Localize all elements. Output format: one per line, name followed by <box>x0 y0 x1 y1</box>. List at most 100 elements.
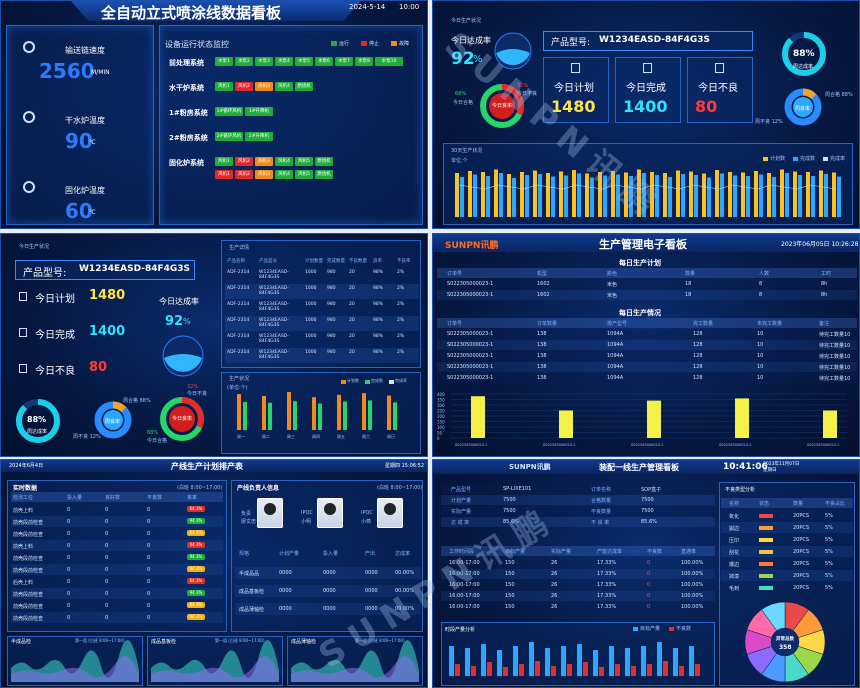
table-cell: 980 <box>327 334 336 339</box>
bar-plan <box>637 169 641 217</box>
device-status-chip[interactable]: 水泵2 <box>235 57 253 66</box>
table-header: 数量 <box>685 271 696 277</box>
defect-name: 压印 <box>729 538 740 544</box>
device-status-chip[interactable]: 风机2 <box>235 170 253 179</box>
device-status-chip[interactable]: 水泵8 <box>355 57 373 66</box>
device-status-chip[interactable]: 风机1 <box>215 157 233 166</box>
kpi-value: 1480 <box>551 97 596 116</box>
device-status-chip[interactable]: 燃烧机 <box>315 157 333 166</box>
table-cell: S022305000023-1 <box>447 292 494 298</box>
device-status-chip[interactable]: 2#循环风机 <box>215 132 243 141</box>
device-status-chip[interactable]: 风机3 <box>255 170 273 179</box>
table-cell: 0 <box>147 543 151 549</box>
device-status-chip[interactable]: 水泵10 <box>375 57 403 66</box>
device-status-chip[interactable]: 风机5 <box>295 157 313 166</box>
table-cell: W1234EASD-84F4G3S <box>259 350 289 360</box>
kpi-card <box>615 57 681 123</box>
table-cell: 1094A <box>607 331 624 337</box>
table-cell: 16:00-17:00 <box>449 593 480 599</box>
chart-title: 生产状况 <box>229 376 250 382</box>
rate-unit: % <box>473 54 483 65</box>
staff-shift: (白班 8:00~17:00) <box>377 485 423 491</box>
bar-target <box>593 650 598 676</box>
bar-plan <box>819 170 823 217</box>
table-cell: 前壳上料 <box>13 508 34 514</box>
avatar-head <box>324 503 336 515</box>
rate-bowl <box>494 32 532 70</box>
rate-label: 今日达成率 <box>159 297 199 306</box>
table-cell: S022305000023-1 <box>447 353 494 359</box>
table-header: 良好数 <box>105 495 121 501</box>
table-cell: 0 <box>105 591 109 597</box>
pie-hole <box>771 628 799 656</box>
table-cell: 10 <box>757 331 764 337</box>
staff-title: 产线负责人信息 <box>237 485 280 492</box>
bar-plan <box>832 172 836 217</box>
table-cell: 0 <box>67 567 71 573</box>
bar-done <box>824 174 828 217</box>
chart-30d <box>443 143 853 225</box>
table-cell: 100.00% <box>681 604 704 610</box>
table-cell: 1000 <box>305 302 317 307</box>
table-cell: 1094A <box>607 364 624 370</box>
table-row <box>11 564 223 575</box>
table-header: 计划产量 <box>279 551 300 557</box>
yield-center: 今日良率 <box>492 103 513 109</box>
device-status-chip[interactable]: 风机4 <box>275 170 293 179</box>
device-status-chip[interactable]: 水泵4 <box>275 57 293 66</box>
kpi-value: 80 <box>89 360 108 375</box>
device-status-chip[interactable]: 2#升降机 <box>245 132 273 141</box>
defect-icon <box>715 63 724 73</box>
bar-done <box>785 173 789 217</box>
device-status-chip[interactable]: 风机4 <box>275 82 293 91</box>
table-cell: 0 <box>67 579 71 585</box>
table-cell: 26 <box>551 582 558 588</box>
area-series-2 <box>291 656 419 682</box>
product-model: W1234EASD-84F4G3S <box>599 35 711 45</box>
bar-done <box>668 177 672 217</box>
device-status-chip[interactable]: 风机5 <box>295 170 313 179</box>
mini-chart-tag: 第一组 (白班 8:00~17:00) <box>215 638 265 643</box>
device-status-chip[interactable]: 水泵3 <box>255 57 273 66</box>
bar-plan <box>741 172 745 217</box>
device-status-chip[interactable]: 风机1 <box>215 170 233 179</box>
device-status-chip[interactable]: 燃烧机 <box>315 170 333 179</box>
table-cell: 17.33% <box>597 582 617 588</box>
device-status-chip[interactable]: 水泵7 <box>335 57 353 66</box>
device-status-chip[interactable]: 1#升降机 <box>245 107 273 116</box>
bar-done <box>772 177 776 217</box>
bar-plan <box>494 169 498 217</box>
gauge-value: 88% <box>793 49 815 59</box>
page-title: 产线生产计划排产表 <box>171 462 243 471</box>
table-header: 订单号 <box>447 271 463 277</box>
yield-badge: 64.3% <box>187 530 205 536</box>
table-cell: S022305000023-1 <box>447 331 494 337</box>
device-status-chip[interactable]: 水泵1 <box>215 57 233 66</box>
device-status-chip[interactable]: 风机1 <box>215 82 233 91</box>
device-status-chip[interactable]: 风机3 <box>255 157 273 166</box>
table-cell: 1000 <box>305 270 317 275</box>
bar-plan <box>715 170 719 217</box>
device-status-chip[interactable]: 风机2 <box>235 82 253 91</box>
rate-unit: % <box>183 317 191 326</box>
legend-swatch <box>633 627 638 631</box>
bar-plan <box>507 174 511 217</box>
device-status-chip[interactable]: 水泵5 <box>295 57 313 66</box>
bar-target <box>673 648 678 676</box>
device-status-chip[interactable]: 燃烧机 <box>295 82 313 91</box>
device-status-chip[interactable]: 水泵6 <box>315 57 333 66</box>
bar-done <box>733 175 737 217</box>
bar-done <box>318 403 322 430</box>
bar-done <box>268 402 272 430</box>
bar-plan <box>598 172 602 217</box>
area-series-2 <box>151 656 279 682</box>
device-status-chip[interactable]: 风机3 <box>255 82 273 91</box>
device-status-chip[interactable]: 风机2 <box>235 157 253 166</box>
legend-swatch <box>763 157 768 161</box>
yield-badge: 64.3% <box>187 506 205 512</box>
person-name: 廖文忠 <box>241 519 257 525</box>
system-name: 2#粉房系统 <box>169 134 208 142</box>
device-status-chip[interactable]: 1#循环风机 <box>215 107 243 116</box>
header-bar <box>433 234 859 252</box>
device-status-chip[interactable]: 风机4 <box>275 157 293 166</box>
